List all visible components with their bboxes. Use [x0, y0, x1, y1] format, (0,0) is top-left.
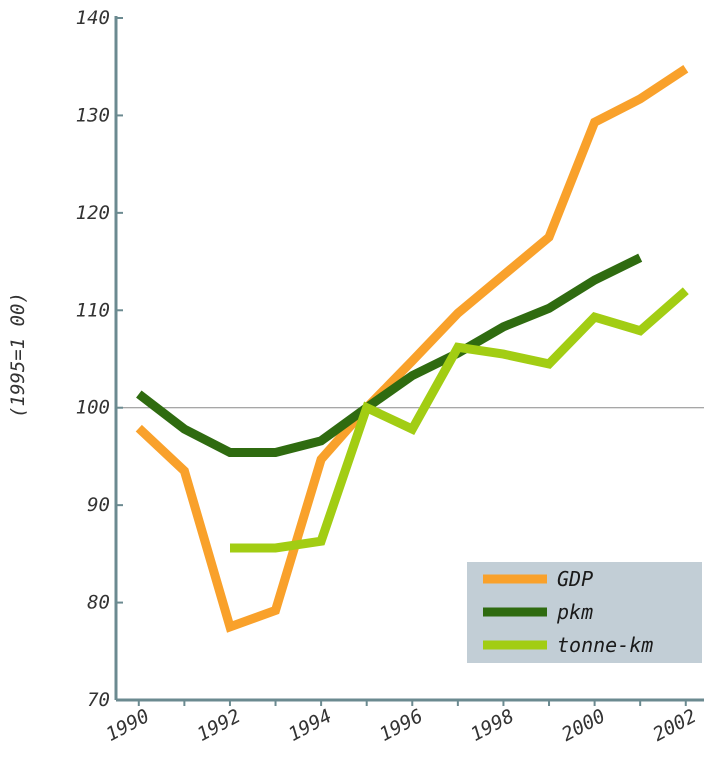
y-tick-label: 120: [76, 202, 110, 224]
series-group: [135, 64, 689, 633]
y-tick-label: 140: [76, 7, 110, 29]
legend: GDP pkm tonne-km: [467, 562, 702, 663]
series-line-tonne-km: [230, 287, 689, 553]
series-line-gdp: [135, 64, 689, 633]
x-tick-label: 1996: [376, 705, 427, 746]
y-tick-label: 90: [87, 494, 110, 516]
legend-label-gdp: GDP: [557, 567, 593, 591]
y-tick-labels: 70 80 90 100 110 120 130 140: [76, 7, 110, 711]
y-axis-label-group: (1995=1 00): [7, 292, 29, 418]
x-tick-label: 1998: [467, 705, 518, 746]
series-line-pkm: [136, 253, 643, 457]
x-tick-label: 2000: [558, 705, 609, 746]
y-tick-label: 70: [87, 689, 110, 711]
y-tick-label: 100: [76, 397, 110, 419]
y-tick-label: 110: [76, 299, 110, 321]
x-tick-labels: 1990 1992 1994 1996 1998 2000 2002: [102, 705, 700, 746]
x-tick-label: 1994: [285, 705, 336, 746]
legend-label-pkm: pkm: [556, 600, 593, 624]
x-tick-label: 1990: [102, 705, 153, 746]
axes-group: [114, 16, 704, 706]
x-tick-label: 2002: [649, 705, 700, 746]
y-axis-label: (1995=1 00): [7, 292, 29, 418]
y-tick-label: 130: [76, 104, 110, 126]
legend-label-tonne-km: tonne-km: [557, 633, 653, 657]
x-tick-label: 1992: [194, 705, 245, 746]
y-tick-label: 80: [87, 592, 110, 614]
